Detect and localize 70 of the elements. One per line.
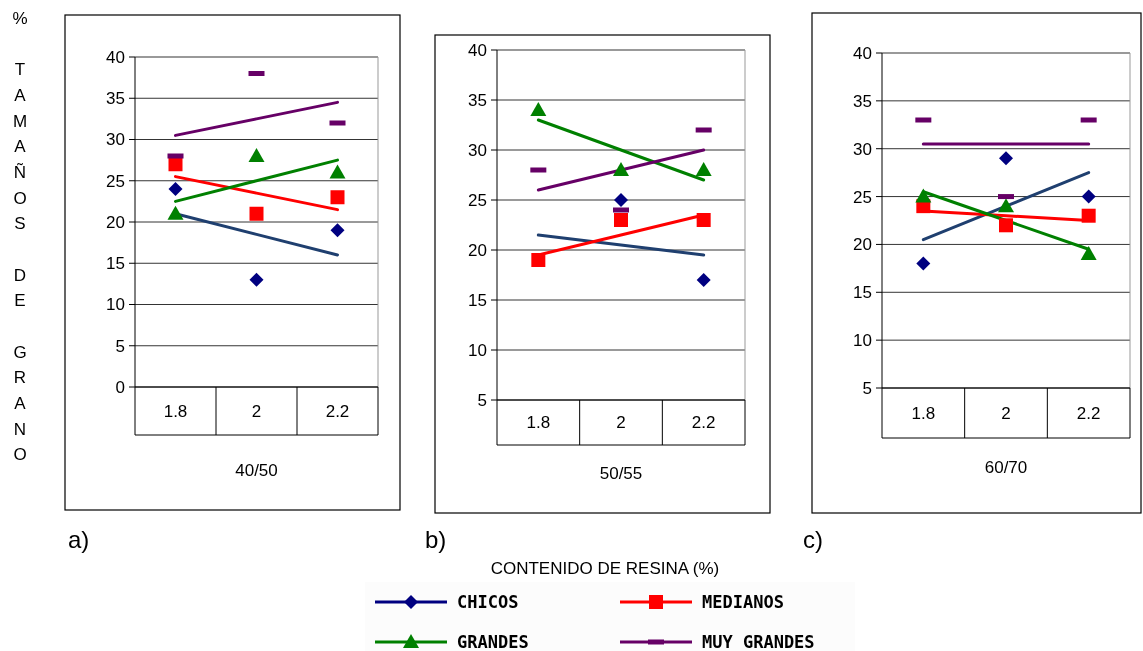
x-axis-title: 50/55	[599, 463, 643, 483]
x-tick-label: 2.2	[325, 401, 350, 421]
x-tick-label: 2.2	[691, 413, 716, 433]
point	[999, 151, 1013, 166]
point	[696, 273, 711, 287]
text: c)	[803, 526, 823, 553]
y-tick-label: 35	[468, 90, 487, 110]
point	[531, 253, 546, 267]
x-axis-title: 40/50	[235, 460, 278, 480]
y-tick-label: 15	[106, 254, 125, 274]
point	[167, 205, 184, 220]
y-tick-label: 5	[115, 336, 125, 356]
y-tick-label: 15	[853, 283, 872, 303]
point	[614, 213, 628, 227]
point	[1081, 208, 1096, 223]
x-axis-title: 60/70	[984, 457, 1028, 477]
point	[614, 193, 628, 207]
point	[1081, 189, 1096, 204]
y-tick-label: 25	[468, 190, 487, 210]
point	[330, 190, 345, 205]
legend-label: MEDIANOS	[702, 591, 784, 612]
y-tick-label: 25	[106, 171, 125, 191]
point	[695, 162, 712, 176]
legend-label: MUY GRANDES	[702, 631, 815, 651]
point	[613, 162, 629, 176]
y-tick-label: 30	[106, 130, 125, 150]
text: CONTENIDO DE RESINA (%)	[490, 559, 720, 578]
y-tick-label: 40	[853, 43, 872, 63]
x-tick-label: 1.8	[163, 401, 188, 421]
point	[248, 148, 265, 162]
point	[530, 102, 547, 116]
y-tick-label: 30	[468, 140, 487, 160]
x-tick-label: 1.8	[526, 413, 551, 433]
y-tick-label: 40	[468, 40, 487, 60]
y-tick-label: 25	[853, 187, 872, 207]
y-tick-label: 10	[106, 295, 125, 315]
x-tick-label: 2.2	[1076, 403, 1101, 423]
y-tick-label: 15	[468, 290, 487, 310]
y-tick-label: 35	[106, 89, 125, 109]
y-tick-label: 20	[468, 240, 487, 260]
legend-label: GRANDES	[457, 631, 529, 651]
point	[998, 198, 1014, 213]
y-tick-label: 35	[853, 91, 872, 111]
point	[329, 164, 346, 179]
x-tick-label: 2	[251, 401, 262, 421]
point	[249, 272, 264, 287]
legend-label: CHICOS	[457, 591, 519, 612]
y-tick-label: 0	[115, 377, 125, 397]
text: a)	[68, 526, 90, 553]
y-tick-label: 5	[477, 390, 487, 410]
y-tick-label: 10	[853, 331, 872, 351]
point	[915, 188, 932, 203]
point	[249, 206, 264, 221]
x-tick-label: 1.8	[911, 403, 936, 423]
y-tick-label: 40	[106, 47, 125, 67]
text: % TAMAÑOS DE GRANO	[12, 8, 28, 465]
y-tick-label: 10	[468, 340, 487, 360]
y-tick-label: 30	[853, 139, 872, 159]
x-tick-label: 2	[616, 413, 626, 433]
point	[330, 223, 345, 238]
point	[999, 218, 1013, 233]
y-tick-label: 20	[106, 212, 125, 232]
point	[1080, 246, 1097, 260]
point	[168, 182, 183, 196]
text: b)	[425, 526, 447, 553]
point	[696, 213, 711, 227]
x-tick-label: 2	[1001, 403, 1011, 423]
y-tick-label: 5	[862, 378, 872, 398]
y-tick-label: 20	[853, 235, 872, 255]
point	[916, 256, 931, 271]
